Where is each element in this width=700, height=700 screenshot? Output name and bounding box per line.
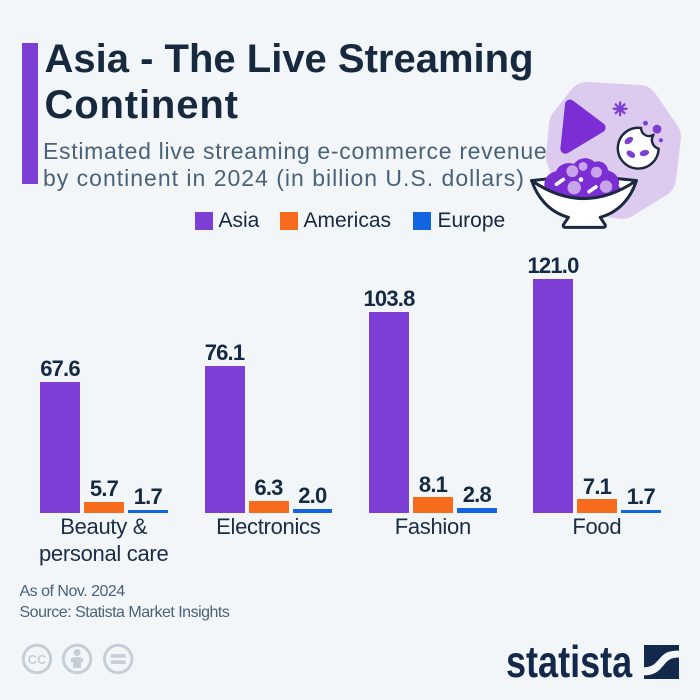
svg-text:CC: CC [28,652,47,667]
